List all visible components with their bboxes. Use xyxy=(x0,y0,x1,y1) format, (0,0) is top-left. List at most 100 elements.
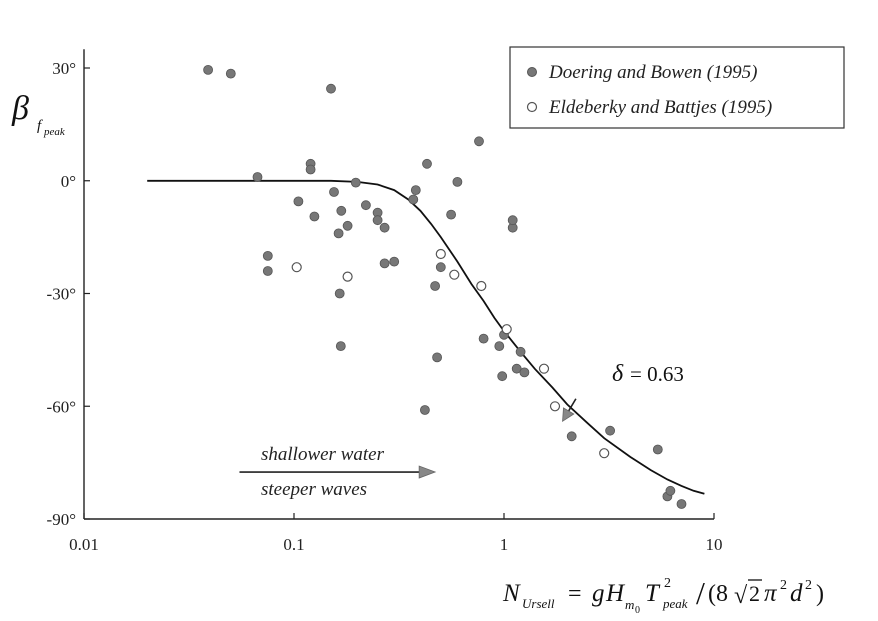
filled-data-point xyxy=(326,83,336,94)
filled-data-point xyxy=(474,136,484,147)
x-label-H-subsub: 0 xyxy=(635,605,640,616)
filled-data-point xyxy=(422,158,432,169)
delta-arrow-head xyxy=(562,407,575,423)
x-label-d-sup: 2 xyxy=(805,578,812,593)
open-data-point xyxy=(501,324,512,335)
legend: Doering and Bowen (1995) Eldeberky and B… xyxy=(509,46,845,129)
x-label-slash: / xyxy=(696,575,705,611)
filled-data-point xyxy=(652,444,663,455)
x-label-N-sub: Ursell xyxy=(522,596,555,611)
x-label-T: T xyxy=(645,580,661,607)
filled-data-point xyxy=(309,211,320,222)
filled-data-point xyxy=(372,215,383,226)
axes xyxy=(83,49,714,520)
annotation-line1: shallower water xyxy=(261,444,385,465)
x-label-eq: = xyxy=(568,581,582,607)
open-data-point xyxy=(599,448,610,459)
regime-arrow-head xyxy=(418,465,437,479)
filled-data-point xyxy=(507,215,518,226)
y-label-subsub: peak xyxy=(43,126,66,138)
filled-data-point xyxy=(419,405,430,415)
filled-data-point xyxy=(452,176,463,187)
x-tick-label: 10 xyxy=(706,535,723,554)
filled-data-point xyxy=(203,65,214,75)
filled-data-point xyxy=(350,177,361,188)
open-data-point xyxy=(549,401,561,412)
delta-arrow xyxy=(562,398,577,423)
ticks: 0.01 0.1 1 10 30° 0° -30° -60° -90° xyxy=(47,59,723,554)
filled-data-point xyxy=(329,187,339,197)
filled-data-point xyxy=(410,185,421,196)
filled-data-point xyxy=(379,222,390,233)
open-data-point xyxy=(291,262,302,273)
open-data-point xyxy=(538,363,550,374)
legend-marker-filled xyxy=(527,67,537,77)
x-label-d: d xyxy=(790,580,803,607)
x-axis-formula: N Ursell = g H m 0 T 2 peak / (8 √ 2 π 2… xyxy=(502,575,824,616)
filled-data-point xyxy=(494,341,505,352)
open-data-point xyxy=(435,248,446,260)
filled-data-point xyxy=(665,485,676,496)
filled-data-point xyxy=(305,164,316,175)
legend-label-doering: Doering and Bowen (1995) xyxy=(548,62,757,83)
filled-data-point xyxy=(336,205,347,216)
filled-data-point xyxy=(360,200,371,211)
regime-annotation: shallower water steeper waves xyxy=(261,444,385,500)
x-label-T-sup: 2 xyxy=(664,576,671,591)
regime-arrow xyxy=(239,465,437,479)
filled-data-point xyxy=(342,220,353,231)
filled-data-point xyxy=(430,281,441,291)
x-label-g: g xyxy=(592,580,605,607)
filled-data-point xyxy=(379,258,390,269)
filled-data-point xyxy=(497,371,508,382)
filled-data-point xyxy=(605,425,615,436)
filled-data-point xyxy=(515,346,526,357)
x-label-H: H xyxy=(605,580,626,607)
filled-data-point xyxy=(389,256,400,267)
fit-curve xyxy=(147,179,705,495)
delta-arrow-shaft xyxy=(567,398,577,412)
x-label-T-sub: peak xyxy=(662,596,688,611)
legend-marker-open xyxy=(526,101,538,113)
x-label-sqrt-arg: 2 xyxy=(749,581,760,606)
filled-data-point xyxy=(225,68,236,79)
filled-data-point xyxy=(519,367,530,378)
y-label-sub: f xyxy=(37,118,43,134)
x-tick-label: 1 xyxy=(500,535,509,554)
delta-symbol: δ xyxy=(612,361,624,387)
legend-label-eldeberky: Eldeberky and Battjes (1995) xyxy=(548,97,772,118)
x-label-H-sub: m xyxy=(625,597,634,612)
x-label-sqrt: √ xyxy=(734,583,748,609)
filled-data-point xyxy=(446,209,457,220)
filled-data-point xyxy=(676,499,687,509)
open-data-point xyxy=(342,271,353,282)
x-label-pi: π xyxy=(764,580,778,607)
y-tick-label: -30° xyxy=(47,285,76,304)
filled-data-point xyxy=(335,341,346,352)
open-data-point xyxy=(476,280,487,292)
x-label-N: N xyxy=(502,580,521,607)
x-label-pi-sup: 2 xyxy=(780,578,787,593)
x-tick-label: 0.01 xyxy=(69,535,99,554)
y-tick-label: -60° xyxy=(47,397,76,416)
filled-data-point xyxy=(334,288,345,299)
filled-data-point xyxy=(478,333,489,344)
y-tick-label: 30° xyxy=(52,59,76,78)
fit-curve-layer xyxy=(147,179,705,495)
y-tick-label: 0° xyxy=(61,172,76,191)
data-points-layer xyxy=(203,65,687,509)
filled-data-point xyxy=(293,196,304,207)
filled-data-point xyxy=(435,262,446,273)
filled-data-point xyxy=(262,250,273,261)
filled-data-point xyxy=(566,431,577,442)
filled-data-point xyxy=(408,194,419,205)
y-tick-label: -90° xyxy=(47,510,76,529)
y-label-beta: β xyxy=(11,90,29,127)
filled-data-point xyxy=(333,228,344,239)
filled-data-point xyxy=(432,352,443,363)
filled-data-point xyxy=(252,172,263,182)
x-label-open: (8 xyxy=(708,581,728,607)
y-axis-label: β f peak xyxy=(11,90,66,138)
legend-box xyxy=(509,46,845,129)
